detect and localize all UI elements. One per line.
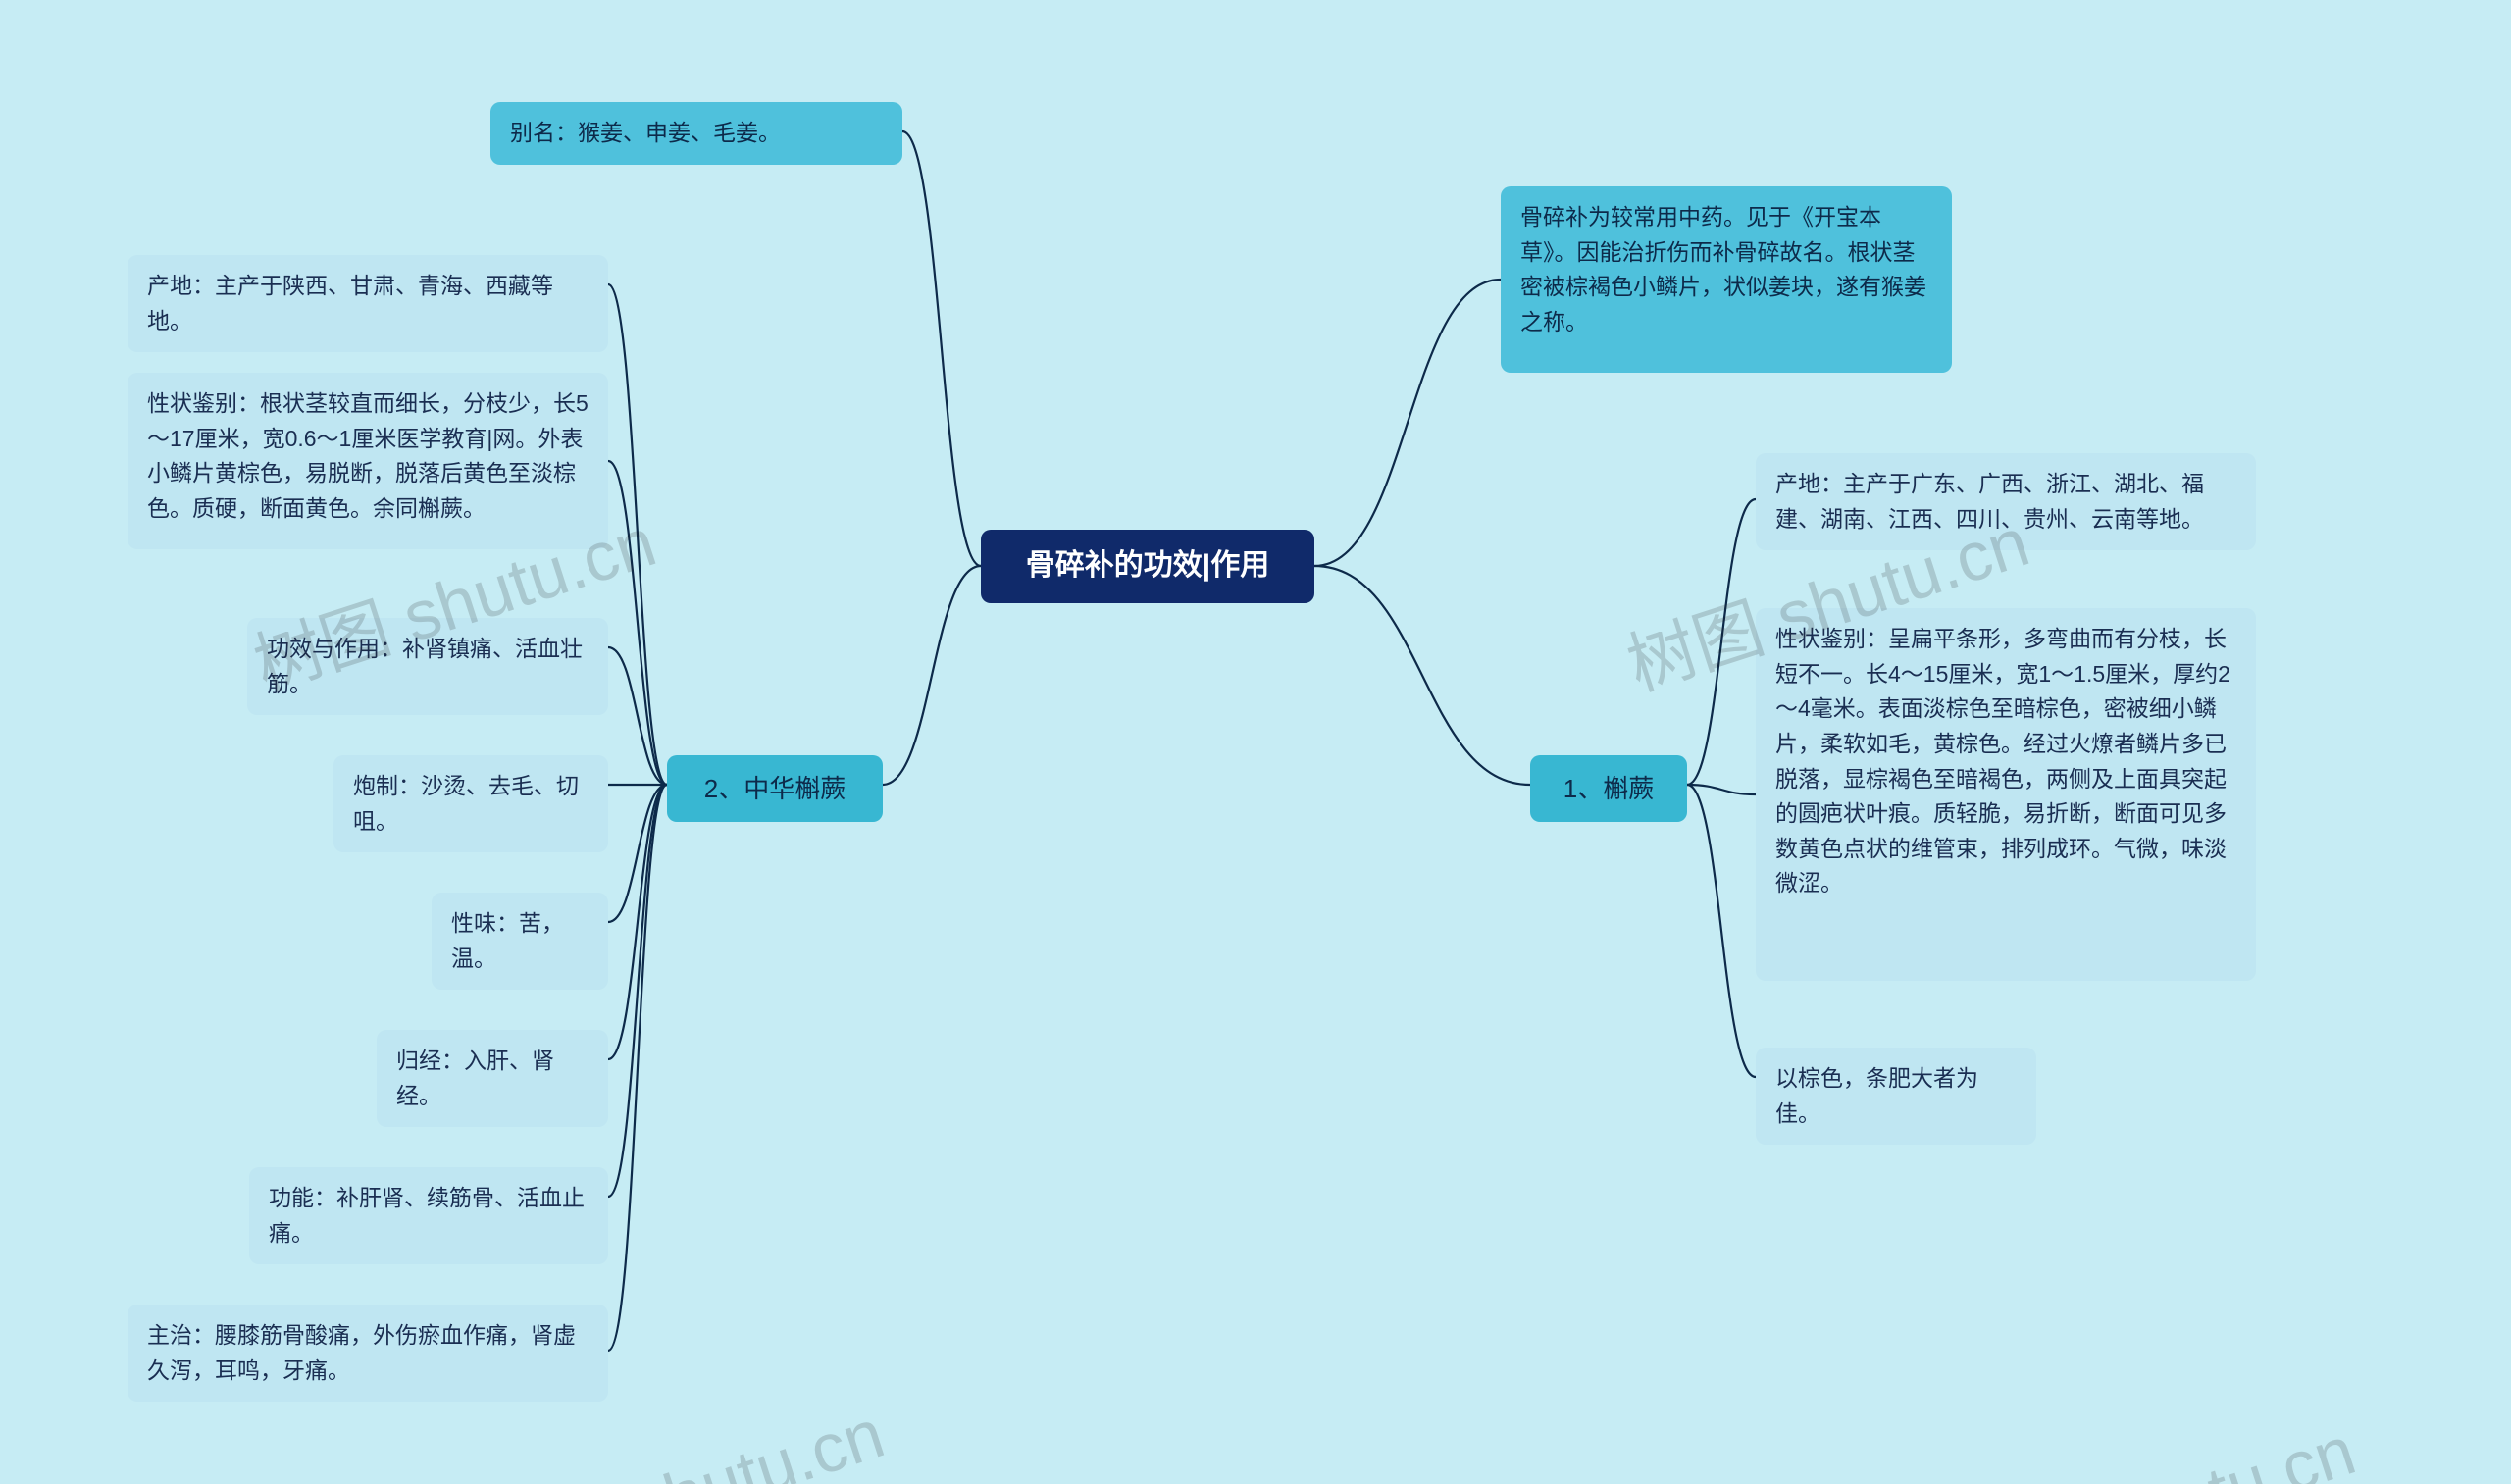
leaf-b1c1: 产地：主产于广东、广西、浙江、湖北、福建、湖南、江西、四川、贵州、云南等地。: [1756, 453, 2256, 550]
branch-intro: 骨碎补为较常用中药。见于《开宝本草》。因能治折伤而补骨碎故名。根状茎密被棕褐色小…: [1501, 186, 1952, 373]
leaf-b2c6: 归经：入肝、肾经。: [377, 1030, 608, 1127]
root-node: 骨碎补的功效|作用: [981, 530, 1314, 603]
mindmap-canvas: 骨碎补的功效|作用 别名：猴姜、申姜、毛姜。 2、中华槲蕨 产地：主产于陕西、甘肃、青…: [0, 0, 2511, 1484]
leaf-b2c3: 功效与作用：补肾镇痛、活血壮筋。: [247, 618, 608, 715]
leaf-b2c7: 功能：补肝肾、续筋骨、活血止痛。: [249, 1167, 608, 1264]
leaf-b2c8: 主治：腰膝筋骨酸痛，外伤瘀血作痛，肾虚久泻，耳鸣，牙痛。: [128, 1305, 608, 1402]
branch-b2: 2、中华槲蕨: [667, 755, 883, 822]
watermark: tu.cn: [2198, 1411, 2364, 1484]
leaf-b2c2: 性状鉴别：根状茎较直而细长，分枝少，长5～17厘米，宽0.6～1厘米医学教育|网…: [128, 373, 608, 549]
watermark: shutu.cn: [622, 1394, 893, 1484]
leaf-b2c4: 炮制：沙烫、去毛、切咀。: [333, 755, 608, 852]
leaf-b2c5: 性味：苦，温。: [432, 893, 608, 990]
leaf-b1c2: 性状鉴别：呈扁平条形，多弯曲而有分枝，长短不一。长4～15厘米，宽1～1.5厘米…: [1756, 608, 2256, 981]
branch-b1: 1、槲蕨: [1530, 755, 1687, 822]
leaf-b2c1: 产地：主产于陕西、甘肃、青海、西藏等地。: [128, 255, 608, 352]
leaf-b1c3: 以棕色，条肥大者为佳。: [1756, 1048, 2036, 1145]
branch-aliases: 别名：猴姜、申姜、毛姜。: [490, 102, 902, 165]
